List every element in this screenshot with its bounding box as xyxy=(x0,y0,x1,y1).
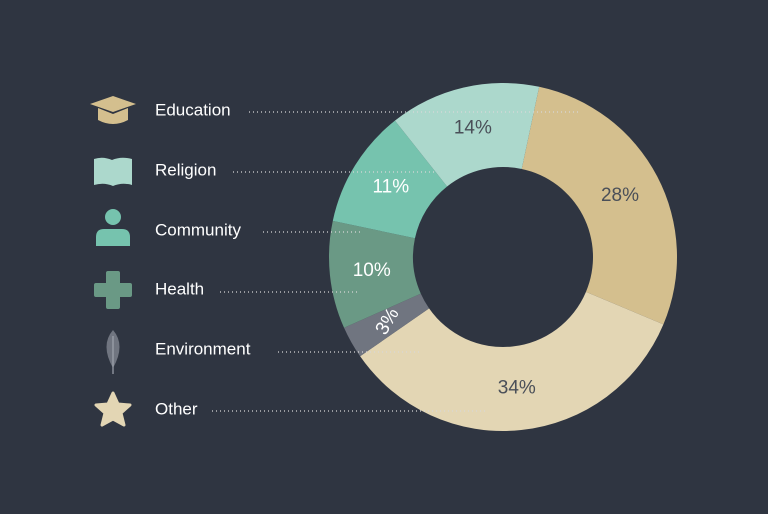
donut xyxy=(328,83,677,431)
donut-slice xyxy=(344,293,430,357)
icon-education xyxy=(90,96,136,124)
icon-community xyxy=(96,209,130,246)
icon-religion xyxy=(94,157,132,186)
legend: Education Religion Community Health Envi… xyxy=(90,96,251,427)
donut-slice xyxy=(521,86,677,325)
legend-label: Community xyxy=(155,220,241,239)
value-label: 10% xyxy=(353,260,391,281)
value-label: 11% xyxy=(373,176,410,197)
legend-label: Health xyxy=(155,279,204,298)
legend-label: Education xyxy=(155,100,231,119)
legend-label: Religion xyxy=(155,160,216,179)
value-label: 28% xyxy=(601,185,639,206)
legend-label: Other xyxy=(155,399,198,418)
donut-slice xyxy=(332,120,448,239)
legend-label: Environment xyxy=(155,339,251,358)
value-label: 34% xyxy=(498,377,536,398)
icon-health xyxy=(94,271,132,309)
donut-slice xyxy=(394,83,540,187)
icon-environment xyxy=(106,330,120,374)
icon-other xyxy=(94,391,132,427)
value-label: 14% xyxy=(454,118,492,139)
leader-lines xyxy=(212,111,578,412)
donut-slice xyxy=(360,291,664,431)
donut-slice xyxy=(328,220,421,328)
